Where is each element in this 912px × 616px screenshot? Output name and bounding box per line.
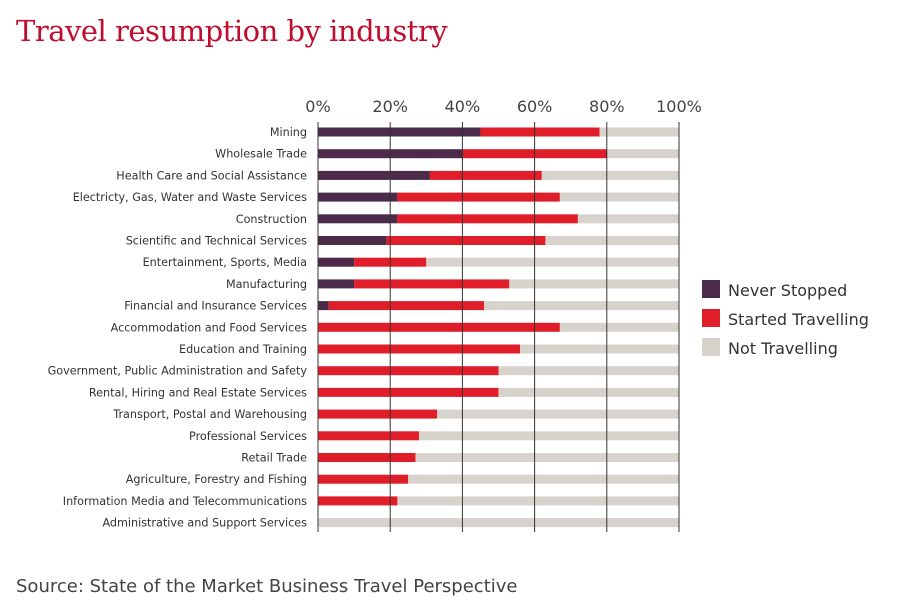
bar-segment-9-started-travelling	[328, 301, 485, 311]
bar-segment-9-not-travelling	[484, 301, 679, 311]
bar-segment-9-never-stopped	[318, 301, 329, 311]
legend-swatch-not-travelling	[702, 338, 720, 356]
category-label-2: Wholesale Trade	[215, 148, 307, 161]
bars-layer	[318, 127, 679, 528]
bar-segment-4-started-travelling	[397, 192, 560, 202]
x-tick-label-3: 40%	[445, 97, 481, 116]
bar-segment-14-not-travelling	[437, 409, 679, 419]
category-label-16: Retail Trade	[241, 452, 307, 465]
bar-segment-2-not-travelling	[606, 149, 679, 159]
legend-label-never-stopped: Never Stopped	[728, 281, 847, 300]
category-label-19: Administrative and Support Services	[102, 517, 307, 530]
bar-segment-16-not-travelling	[415, 453, 679, 462]
bar-segment-11-started-travelling	[318, 344, 521, 354]
bar-segment-3-started-travelling	[429, 170, 542, 180]
bar-segment-3-not-travelling	[541, 170, 679, 180]
legend-swatch-started-travelling	[702, 309, 720, 327]
category-label-10: Accommodation and Food Services	[111, 321, 308, 334]
bar-segment-13-started-travelling	[318, 387, 499, 397]
chart-title: Travel resumption by industry	[16, 14, 448, 48]
category-label-13: Rental, Hiring and Real Estate Services	[89, 386, 307, 399]
legend-label-not-travelling: Not Travelling	[728, 339, 838, 358]
bar-segment-5-started-travelling	[397, 214, 578, 224]
category-label-6: Scientific and Technical Services	[126, 235, 307, 248]
bar-segment-6-not-travelling	[545, 236, 679, 245]
bar-segment-8-never-stopped	[318, 279, 355, 289]
bar-segment-15-started-travelling	[318, 431, 420, 441]
category-label-5: Construction	[236, 213, 307, 226]
bar-segment-6-started-travelling	[386, 236, 546, 245]
x-axis-ticks: 0% 20% 40% 60% 80% 100%	[305, 97, 702, 116]
source-note: Source: State of the Market Business Tra…	[16, 576, 518, 597]
category-label-18: Information Media and Telecommunications	[63, 495, 307, 508]
x-tick-label-2: 20%	[372, 97, 408, 116]
bar-segment-12-not-travelling	[498, 366, 679, 376]
bar-segment-7-never-stopped	[318, 257, 355, 267]
bar-segment-18-started-travelling	[318, 496, 398, 506]
bar-segment-1-not-travelling	[599, 127, 679, 137]
bar-segment-15-not-travelling	[419, 431, 679, 441]
category-label-17: Agriculture, Forestry and Fishing	[126, 473, 307, 486]
bar-segment-12-started-travelling	[318, 366, 499, 376]
bar-segment-5-never-stopped	[318, 214, 398, 224]
bar-segment-17-started-travelling	[318, 474, 409, 484]
bar-segment-8-started-travelling	[354, 279, 510, 289]
x-tick-label-4: 60%	[517, 97, 553, 116]
bar-segment-6-never-stopped	[318, 236, 387, 245]
bar-segment-11-not-travelling	[520, 344, 679, 354]
bar-segment-4-not-travelling	[559, 192, 679, 202]
x-tick-label-5: 80%	[589, 97, 625, 116]
bar-segment-10-not-travelling	[559, 322, 679, 332]
category-label-3: Health Care and Social Assistance	[116, 169, 307, 182]
bar-segment-17-not-travelling	[408, 474, 679, 484]
category-label-14: Transport, Postal and Warehousing	[112, 408, 307, 421]
gridlines	[317, 122, 680, 532]
category-label-7: Entertainment, Sports, Media	[143, 256, 307, 269]
category-label-9: Financial and Insurance Services	[124, 300, 307, 313]
legend-swatch-never-stopped	[702, 280, 720, 298]
bar-segment-1-started-travelling	[480, 127, 600, 137]
bar-segment-1-never-stopped	[318, 127, 481, 137]
category-label-12: Government, Public Administration and Sa…	[48, 365, 308, 378]
category-label-8: Manufacturing	[226, 278, 307, 291]
bar-segment-18-not-travelling	[397, 496, 679, 506]
bar-segment-5-not-travelling	[577, 214, 679, 224]
category-label-4: Electricty, Gas, Water and Waste Service…	[73, 191, 307, 204]
bar-segment-10-started-travelling	[318, 322, 560, 332]
x-tick-label-1: 0%	[305, 97, 330, 116]
category-labels: Mining Wholesale Trade Health Care and Soc…	[48, 126, 308, 530]
category-label-11: Education and Training	[179, 343, 307, 356]
bar-segment-19-not-travelling	[318, 518, 679, 528]
bar-segment-13-not-travelling	[498, 387, 679, 397]
x-tick-label-6: 100%	[656, 97, 702, 116]
legend-label-started-travelling: Started Travelling	[728, 310, 869, 329]
bar-segment-4-never-stopped	[318, 192, 398, 202]
bar-segment-16-started-travelling	[318, 453, 416, 462]
category-label-1: Mining	[270, 126, 307, 139]
legend: Never Stopped Started Travelling Not Trave…	[702, 280, 869, 358]
category-label-15: Professional Services	[189, 430, 307, 443]
bar-segment-14-started-travelling	[318, 409, 438, 419]
bar-segment-7-not-travelling	[426, 257, 679, 267]
bar-segment-3-never-stopped	[318, 170, 430, 180]
bar-segment-8-not-travelling	[509, 279, 679, 289]
